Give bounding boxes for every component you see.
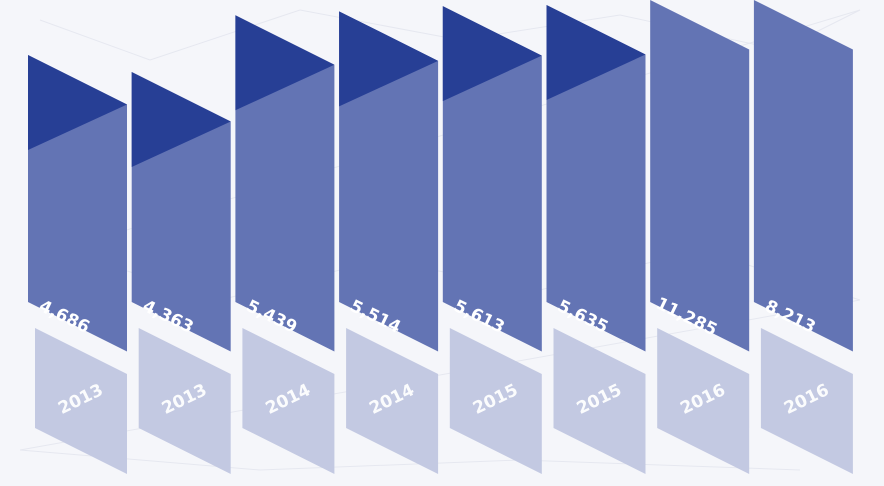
year-tile-5 [553, 328, 646, 474]
background-line [149, 9, 301, 61]
bar-5 [546, 4, 646, 352]
bar-7 [753, 0, 853, 352]
background-line [519, 459, 801, 471]
year-tile-3 [346, 328, 439, 474]
bar-3 [339, 11, 439, 352]
bar-cap-4 [442, 6, 542, 102]
background-line [39, 19, 151, 61]
year-tiles-group [35, 328, 853, 474]
bar-cap-5 [546, 4, 646, 100]
bar-2 [235, 15, 335, 352]
year-tile-2 [242, 328, 335, 474]
bar-4 [442, 6, 542, 352]
year-tile-0 [35, 328, 127, 474]
bar-cap-3 [339, 11, 439, 107]
bar-cap-2 [235, 15, 335, 111]
background-line [299, 9, 461, 41]
background-line [259, 459, 521, 471]
bar-cap-1 [131, 72, 231, 168]
year-tile-7 [760, 328, 853, 474]
bar-cap-0 [28, 55, 127, 150]
bars-group [28, 0, 853, 352]
bar-6 [650, 0, 750, 352]
year-tile-1 [138, 328, 231, 474]
year-tile-6 [657, 328, 750, 474]
year-tile-4 [449, 328, 542, 474]
